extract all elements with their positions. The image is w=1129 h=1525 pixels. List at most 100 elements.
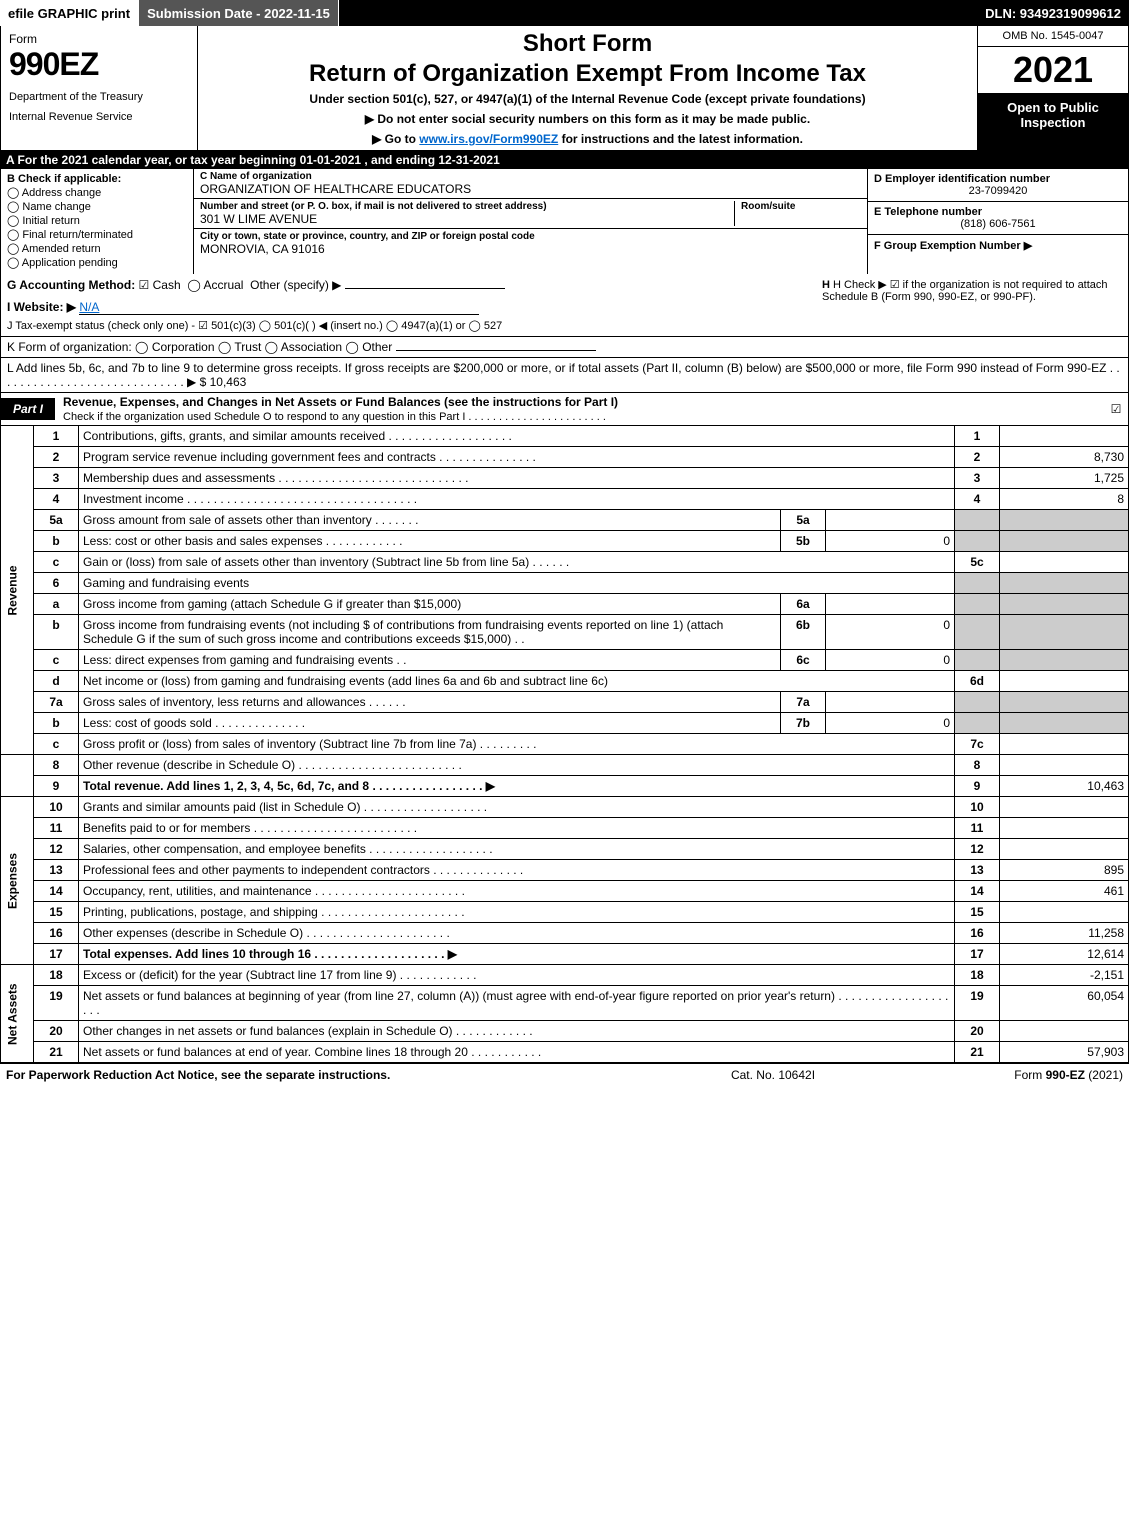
street-value: 301 W LIME AVENUE [200, 212, 728, 226]
chk-final-return[interactable]: ◯ Final return/terminated [7, 228, 187, 241]
line-20-num: 20 [34, 1021, 79, 1042]
line-1-num: 1 [34, 426, 79, 447]
line-5b-amt [1000, 531, 1129, 552]
omb-number: OMB No. 1545-0047 [978, 26, 1128, 47]
part1-subtitle: Check if the organization used Schedule … [63, 411, 606, 423]
part1-check[interactable]: ☑ [1104, 402, 1128, 416]
form-ref: Form 990-EZ (2021) [923, 1068, 1123, 1082]
line-21-lab: 21 [955, 1042, 1000, 1063]
line-6d-desc: Net income or (loss) from gaming and fun… [79, 671, 955, 692]
line-5c-desc: Gain or (loss) from sale of assets other… [79, 552, 955, 573]
line-17-lab: 17 [955, 944, 1000, 965]
line-6c-sublab: 6c [781, 650, 826, 671]
form-of-org: K Form of organization: ◯ Corporation ◯ … [7, 340, 392, 354]
line-5b-desc: Less: cost or other basis and sales expe… [79, 531, 781, 552]
website-value[interactable]: N/A [79, 300, 479, 315]
line-20-desc: Other changes in net assets or fund bala… [79, 1021, 955, 1042]
line-7a-lab [955, 692, 1000, 713]
line-1-amt [1000, 426, 1129, 447]
city-row: City or town, state or province, country… [194, 229, 867, 258]
line-16-amt: 11,258 [1000, 923, 1129, 944]
efile-print-button[interactable]: efile GRAPHIC print [0, 0, 139, 26]
side-expenses: Expenses [1, 797, 34, 965]
line-5c-amt [1000, 552, 1129, 573]
phone-label: E Telephone number [874, 206, 1122, 218]
line-4-num: 4 [34, 489, 79, 510]
line-3-num: 3 [34, 468, 79, 489]
form-of-org-other-input[interactable] [396, 350, 596, 351]
line-6c-num: c [34, 650, 79, 671]
accounting-cash[interactable]: Cash [153, 278, 181, 292]
line-18-desc: Excess or (deficit) for the year (Subtra… [79, 965, 955, 986]
accounting-method-label: G Accounting Method: [7, 278, 139, 292]
irs-link[interactable]: www.irs.gov/Form990EZ [419, 132, 558, 146]
line-15-desc: Printing, publications, postage, and shi… [79, 902, 955, 923]
section-f: F Group Exemption Number ▶ [868, 235, 1128, 256]
line-9-lab: 9 [955, 776, 1000, 797]
line-15-amt [1000, 902, 1129, 923]
part1-header: Part I Revenue, Expenses, and Changes in… [0, 393, 1129, 426]
city-label: City or town, state or province, country… [200, 231, 861, 242]
ein-label: D Employer identification number [874, 173, 1122, 185]
line-6b-desc: Gross income from fundraising events (no… [79, 615, 781, 650]
line-19-num: 19 [34, 986, 79, 1021]
schedule-b-check[interactable]: H Check ▶ ☑ if the organization is not r… [822, 279, 1108, 303]
chk-application-pending[interactable]: ◯ Application pending [7, 256, 187, 269]
part1-title: Revenue, Expenses, and Changes in Net As… [55, 393, 1104, 425]
line-12-lab: 12 [955, 839, 1000, 860]
line-9-num: 9 [34, 776, 79, 797]
form-number: 990EZ [9, 46, 189, 83]
line-5a-num: 5a [34, 510, 79, 531]
dept-treasury: Department of the Treasury [9, 91, 189, 103]
note-no-ssn: ▶ Do not enter social security numbers o… [206, 112, 969, 126]
line-19-amt: 60,054 [1000, 986, 1129, 1021]
side-revenue: Revenue [1, 426, 34, 755]
line-5a-desc: Gross amount from sale of assets other t… [79, 510, 781, 531]
accounting-other-input[interactable] [345, 288, 505, 289]
chk-amended-return[interactable]: ◯ Amended return [7, 242, 187, 255]
street-row: Number and street (or P. O. box, if mail… [194, 199, 867, 229]
org-name-value: ORGANIZATION OF HEALTHCARE EDUCATORS [200, 182, 861, 196]
line-7b-desc: Less: cost of goods sold . . . . . . . .… [79, 713, 781, 734]
website-label: I Website: ▶ [7, 300, 76, 314]
dept-irs: Internal Revenue Service [9, 111, 189, 123]
line-7b-num: b [34, 713, 79, 734]
line-5c-num: c [34, 552, 79, 573]
note-goto-prefix: ▶ Go to [372, 132, 419, 146]
accounting-accrual[interactable]: Accrual [203, 278, 243, 292]
main-table: Revenue 1 Contributions, gifts, grants, … [0, 426, 1129, 1063]
line-7c-lab: 7c [955, 734, 1000, 755]
ein-value: 23-7099420 [874, 185, 1122, 197]
line-19-lab: 19 [955, 986, 1000, 1021]
line-6a-sublab: 6a [781, 594, 826, 615]
line-10-lab: 10 [955, 797, 1000, 818]
line-6a-num: a [34, 594, 79, 615]
chk-name-change[interactable]: ◯ Name change [7, 200, 187, 213]
line-6-desc: Gaming and fundraising events [79, 573, 955, 594]
line-10-desc: Grants and similar amounts paid (list in… [79, 797, 955, 818]
side-revenue-cont [1, 755, 34, 797]
section-gh: G Accounting Method: ☑ Cash ◯ Accrual Ot… [0, 274, 1129, 337]
line-7c-desc: Gross profit or (loss) from sales of inv… [79, 734, 955, 755]
line-7a-num: 7a [34, 692, 79, 713]
line-4-lab: 4 [955, 489, 1000, 510]
accounting-other[interactable]: Other (specify) ▶ [250, 278, 341, 292]
gross-receipts-value: 10,463 [210, 375, 247, 389]
open-to-public: Open to Public Inspection [978, 94, 1128, 150]
line-7c-amt [1000, 734, 1129, 755]
line-14-lab: 14 [955, 881, 1000, 902]
line-1-lab: 1 [955, 426, 1000, 447]
line-5a-sublab: 5a [781, 510, 826, 531]
tax-year: 2021 [978, 47, 1128, 94]
chk-address-change[interactable]: ◯ Address change [7, 186, 187, 199]
line-17-desc: Total expenses. Add lines 10 through 16 … [79, 944, 955, 965]
line-7c-num: c [34, 734, 79, 755]
chk-initial-return[interactable]: ◯ Initial return [7, 214, 187, 227]
line-2-desc: Program service revenue including govern… [79, 447, 955, 468]
line-6c-lab [955, 650, 1000, 671]
line-2-lab: 2 [955, 447, 1000, 468]
line-21-amt: 57,903 [1000, 1042, 1129, 1063]
line-16-num: 16 [34, 923, 79, 944]
section-k: K Form of organization: ◯ Corporation ◯ … [0, 337, 1129, 358]
form-title-short: Short Form [206, 30, 969, 58]
